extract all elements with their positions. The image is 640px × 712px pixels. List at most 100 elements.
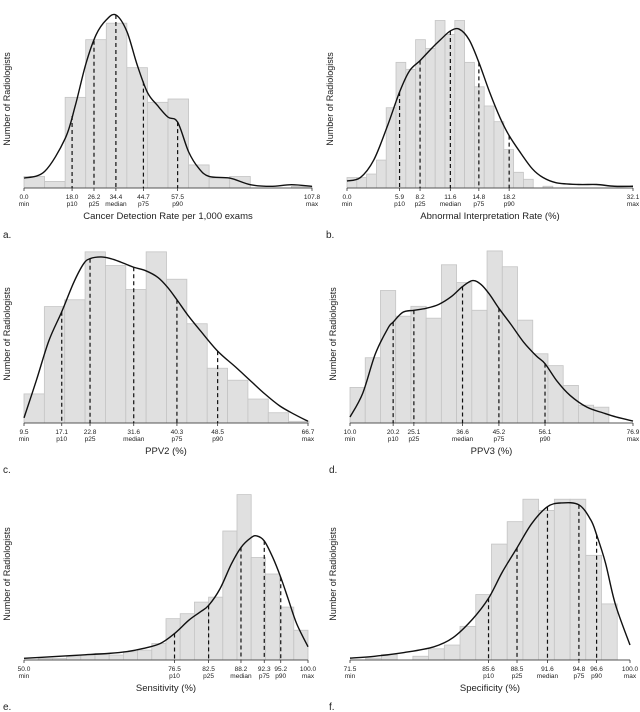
tick-value-label: 14.8 [473,194,486,201]
histogram-bar [145,251,167,424]
tick-percentile-label: p25 [203,673,214,680]
histogram-bar [440,264,458,424]
tick-value-label: 100.0 [622,666,639,673]
histogram-bar [376,159,387,189]
histogram-bar [123,651,139,661]
tick-percentile-label: p75 [171,436,182,443]
histogram-bar [227,379,249,424]
tick-percentile-label: min [345,673,356,680]
histogram-bar [517,319,534,424]
tick-value-label: 18.2 [503,194,516,201]
tick-value-label: 71.5 [344,666,357,673]
tick-percentile-label: p25 [415,201,426,208]
histogram-bar [493,121,505,189]
histogram-bar [64,96,87,189]
tick-value-label: 94.8 [573,666,586,673]
tick-value-label: 66.7 [302,429,315,436]
histogram-bar [80,654,96,661]
tick-value-label: 9.5 [19,429,28,436]
y-axis-label: Number of Radiologists [328,527,338,621]
histogram-bar [459,625,477,661]
tick-value-label: 0.0 [342,194,351,201]
histogram-bar [395,315,412,424]
histogram-bar [425,317,442,424]
tick-percentile-label: p90 [540,436,551,443]
tick-percentile-label: min [19,436,30,443]
tick-percentile-label: p90 [212,436,223,443]
tick-percentile-label: p75 [138,201,149,208]
histogram-bar [428,648,445,661]
histogram-bar [456,282,473,424]
tick-percentile-label: p75 [573,673,584,680]
tick-percentile-label: p10 [56,436,67,443]
histogram-bar [105,265,127,424]
tick-percentile-label: median [105,201,127,208]
x-axis-label: Specificity (%) [460,683,520,694]
histogram-bar [137,649,153,661]
panel-letter: d. [329,465,337,476]
tick-percentile-label: min [345,436,356,443]
x-axis-label: Sensitivity (%) [136,683,196,694]
tick-value-label: 25.1 [408,429,421,436]
tick-percentile-label: max [302,436,315,443]
histogram-bar [464,61,475,189]
histogram-bar [264,573,280,661]
tick-percentile-label: p90 [275,673,286,680]
tick-percentile-label: min [19,673,30,680]
histogram-bar [454,20,466,189]
histogram-bar [293,629,309,661]
density-curve [23,13,313,188]
tick-value-label: 18.0 [66,194,79,201]
histogram-bar [85,39,107,189]
histogram-bar [593,406,610,424]
tick-percentile-label: max [627,436,640,443]
histogram-bar [44,181,66,189]
density-curve [23,256,309,422]
density-curve [349,501,631,659]
tick-percentile-label: p10 [483,673,494,680]
tick-percentile-label: max [302,673,315,680]
histogram-bar [236,494,252,661]
panel-letter: e. [3,702,11,712]
tick-percentile-label: p25 [89,201,100,208]
tick-percentile-label: median [440,201,462,208]
tick-value-label: 17.1 [55,429,68,436]
histogram-bar [578,404,595,424]
histogram-bar [601,603,618,661]
tick-value-label: 45.2 [493,429,506,436]
tick-value-label: 50.0 [18,666,31,673]
histogram-bar [364,357,381,424]
tick-value-label: 8.2 [416,194,425,201]
tick-percentile-label: median [230,673,252,680]
histogram-bar [84,251,106,424]
histogram-bar [410,305,427,424]
tick-value-label: 92.3 [258,666,271,673]
histogram-bar [547,365,564,424]
histogram-bar [501,266,518,424]
tick-percentile-label: p10 [67,201,78,208]
tick-value-label: 34.4 [110,194,123,201]
tick-value-label: 20.2 [387,429,400,436]
histogram-bar [208,177,231,189]
histogram-bar [250,557,266,661]
tick-value-label: 82.5 [202,666,215,673]
tick-value-label: 31.6 [127,429,140,436]
tick-percentile-label: p75 [473,201,484,208]
x-axis-label: Cancer Detection Rate per 1,000 exams [83,211,253,222]
tick-value-label: 10.0 [344,429,357,436]
tick-percentile-label: p90 [172,201,183,208]
tick-value-label: 76.5 [168,666,181,673]
tick-percentile-label: max [627,201,640,208]
tick-value-label: 100.0 [300,666,317,673]
tick-value-label: 88.5 [511,666,524,673]
y-axis-label: Number of Radiologists [328,287,338,381]
tick-value-label: 48.5 [211,429,224,436]
density-curve [349,279,634,422]
tick-value-label: 11.6 [444,194,457,201]
histogram-bar [385,107,397,189]
